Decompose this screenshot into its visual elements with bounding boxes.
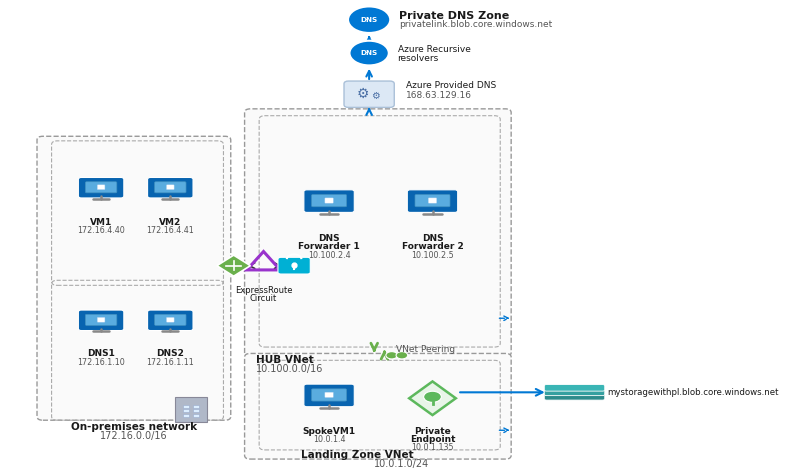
Circle shape bbox=[348, 7, 390, 33]
FancyBboxPatch shape bbox=[98, 185, 105, 189]
Text: Endpoint: Endpoint bbox=[410, 435, 455, 444]
FancyBboxPatch shape bbox=[86, 182, 117, 193]
Text: 172.16.1.10: 172.16.1.10 bbox=[78, 358, 125, 367]
FancyBboxPatch shape bbox=[166, 317, 174, 322]
Circle shape bbox=[350, 41, 389, 65]
FancyBboxPatch shape bbox=[154, 314, 186, 325]
Text: ⚙: ⚙ bbox=[357, 86, 370, 101]
FancyBboxPatch shape bbox=[304, 384, 354, 407]
Text: DNS: DNS bbox=[318, 234, 340, 243]
Polygon shape bbox=[409, 382, 456, 415]
Text: 10.0.1.0/24: 10.0.1.0/24 bbox=[374, 459, 430, 469]
Text: Private DNS Zone: Private DNS Zone bbox=[399, 11, 510, 21]
Polygon shape bbox=[217, 255, 250, 276]
FancyBboxPatch shape bbox=[166, 185, 174, 189]
Text: 10.100.2.4: 10.100.2.4 bbox=[308, 251, 350, 260]
Text: DNS: DNS bbox=[422, 234, 443, 243]
Circle shape bbox=[386, 352, 398, 359]
Text: Circuit: Circuit bbox=[250, 294, 277, 303]
FancyBboxPatch shape bbox=[86, 314, 117, 325]
Text: ExpressRoute: ExpressRoute bbox=[234, 286, 292, 295]
Text: On-premises network: On-premises network bbox=[71, 422, 197, 432]
Text: Private: Private bbox=[414, 427, 451, 436]
FancyBboxPatch shape bbox=[304, 190, 354, 212]
Text: 10.0.1.4: 10.0.1.4 bbox=[313, 435, 346, 444]
FancyBboxPatch shape bbox=[278, 257, 310, 274]
Text: Forwarder 2: Forwarder 2 bbox=[402, 243, 463, 251]
FancyBboxPatch shape bbox=[193, 409, 198, 413]
FancyBboxPatch shape bbox=[154, 182, 186, 193]
Text: VNet Peering: VNet Peering bbox=[396, 345, 455, 354]
Text: ⚙: ⚙ bbox=[371, 91, 379, 101]
Text: Forwarder 1: Forwarder 1 bbox=[298, 243, 360, 251]
FancyBboxPatch shape bbox=[182, 414, 189, 417]
Text: DNS1: DNS1 bbox=[87, 349, 115, 358]
FancyBboxPatch shape bbox=[544, 393, 605, 400]
Text: DNS: DNS bbox=[361, 17, 378, 23]
FancyBboxPatch shape bbox=[98, 317, 105, 322]
Text: mystoragewithpl.blob.core.windows.net: mystoragewithpl.blob.core.windows.net bbox=[607, 388, 779, 397]
Text: resolvers: resolvers bbox=[398, 54, 438, 63]
FancyBboxPatch shape bbox=[245, 109, 511, 356]
FancyBboxPatch shape bbox=[344, 81, 394, 107]
FancyBboxPatch shape bbox=[193, 414, 198, 417]
Text: 10.100.2.5: 10.100.2.5 bbox=[411, 251, 454, 260]
FancyBboxPatch shape bbox=[544, 384, 605, 391]
Text: DNS: DNS bbox=[361, 50, 378, 56]
FancyBboxPatch shape bbox=[325, 392, 334, 398]
FancyBboxPatch shape bbox=[245, 353, 511, 459]
FancyBboxPatch shape bbox=[428, 198, 437, 203]
Text: DNS2: DNS2 bbox=[156, 349, 184, 358]
FancyBboxPatch shape bbox=[325, 198, 334, 203]
Text: 172.16.1.11: 172.16.1.11 bbox=[146, 358, 194, 367]
Text: Landing Zone VNet: Landing Zone VNet bbox=[302, 450, 414, 460]
Text: Azure Provided DNS: Azure Provided DNS bbox=[406, 81, 496, 91]
FancyBboxPatch shape bbox=[182, 405, 189, 408]
Text: 172.16.4.40: 172.16.4.40 bbox=[78, 226, 125, 235]
Circle shape bbox=[424, 391, 442, 402]
FancyBboxPatch shape bbox=[37, 136, 230, 420]
FancyBboxPatch shape bbox=[147, 310, 193, 330]
FancyBboxPatch shape bbox=[407, 190, 458, 212]
Text: VM2: VM2 bbox=[159, 218, 182, 227]
Text: 10.0.1.135: 10.0.1.135 bbox=[411, 443, 454, 452]
Text: VM1: VM1 bbox=[90, 218, 112, 227]
Text: Azure Recursive: Azure Recursive bbox=[398, 45, 470, 54]
Text: HUB VNet: HUB VNet bbox=[256, 355, 314, 365]
FancyBboxPatch shape bbox=[182, 409, 189, 413]
FancyBboxPatch shape bbox=[415, 195, 450, 207]
FancyBboxPatch shape bbox=[544, 389, 605, 396]
Text: 172.16.4.41: 172.16.4.41 bbox=[146, 226, 194, 235]
FancyBboxPatch shape bbox=[193, 405, 198, 408]
Text: 10.100.0.0/16: 10.100.0.0/16 bbox=[256, 363, 324, 374]
FancyBboxPatch shape bbox=[174, 397, 206, 423]
FancyBboxPatch shape bbox=[311, 195, 346, 207]
Text: 172.16.0.0/16: 172.16.0.0/16 bbox=[100, 431, 168, 441]
FancyBboxPatch shape bbox=[78, 310, 124, 330]
FancyBboxPatch shape bbox=[147, 178, 193, 198]
FancyBboxPatch shape bbox=[311, 389, 346, 401]
Circle shape bbox=[396, 352, 408, 359]
FancyBboxPatch shape bbox=[78, 178, 124, 198]
Text: 168.63.129.16: 168.63.129.16 bbox=[406, 91, 471, 100]
Text: SpokeVM1: SpokeVM1 bbox=[302, 427, 356, 436]
Text: privatelink.blob.core.windows.net: privatelink.blob.core.windows.net bbox=[399, 20, 552, 29]
